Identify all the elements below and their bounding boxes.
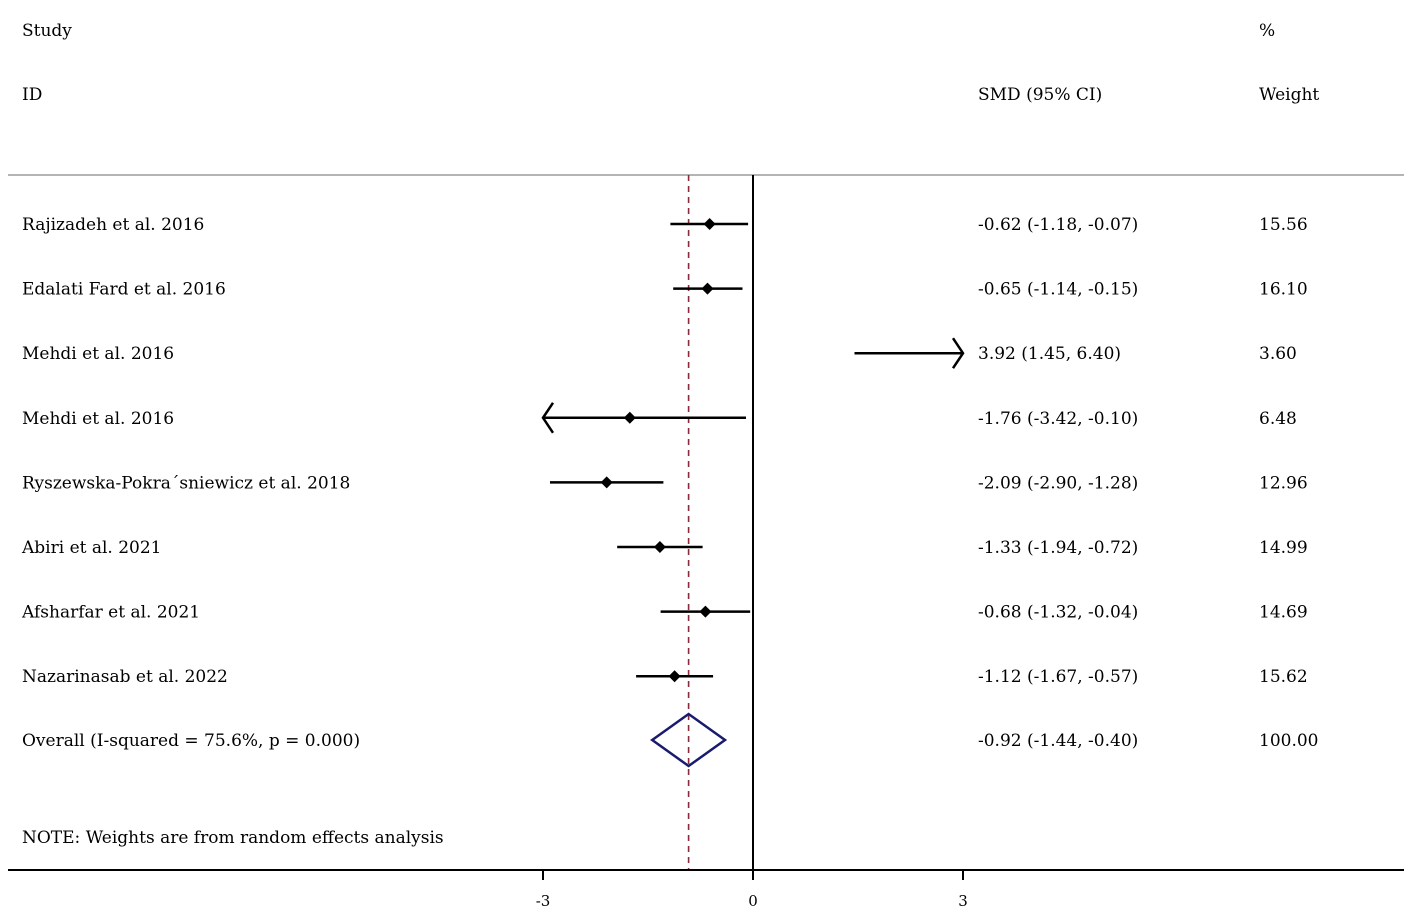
point-estimate — [668, 670, 681, 683]
study-label: Afsharfar et al. 2021 — [21, 603, 200, 623]
study-label: Edalati Fard et al. 2016 — [22, 280, 226, 300]
study-row: Mehdi et al. 2016 3.92 (1.45, 6.40) 3.60 — [22, 337, 1297, 369]
header-weight: Weight — [1259, 85, 1319, 105]
overall-diamond — [650, 712, 728, 768]
ci-text: -1.76 (-3.42, -0.10) — [978, 409, 1138, 429]
study-row: Nazarinasab et al. 2022 -1.12 (-1.67, -0.… — [22, 667, 1308, 687]
point-estimate — [653, 541, 666, 553]
x-tick-label: -3 — [536, 892, 551, 910]
header-smd: SMD (95% CI) — [978, 85, 1102, 105]
weight-text: 14.99 — [1259, 538, 1308, 558]
point-estimate — [623, 411, 636, 424]
study-label: Nazarinasab et al. 2022 — [22, 667, 228, 687]
point-estimate — [703, 218, 716, 230]
weight-text: 15.62 — [1259, 667, 1308, 687]
overall-weight-text: 100.00 — [1259, 731, 1318, 751]
ci-text: 3.92 (1.45, 6.40) — [978, 344, 1121, 364]
ci-arrow-left — [541, 402, 555, 434]
study-row: Edalati Fard et al. 2016 -0.65 (-1.14, -0… — [22, 280, 1308, 300]
weight-text: 12.96 — [1259, 473, 1308, 493]
weight-text: 15.56 — [1259, 215, 1308, 235]
study-row: Afsharfar et al. 2021 -0.68 (-1.32, -0.04… — [21, 603, 1308, 623]
ci-text: -0.65 (-1.14, -0.15) — [978, 280, 1138, 300]
weight-text: 3.60 — [1259, 344, 1297, 364]
ci-arrow-right — [951, 337, 965, 369]
study-label: Ryszewska-Pokra´sniewicz et al. 2018 — [22, 473, 350, 493]
weight-text: 6.48 — [1259, 409, 1297, 429]
x-tick-label: 3 — [958, 892, 968, 910]
study-row: Ryszewska-Pokra´sniewicz et al. 2018 -2.0… — [22, 473, 1308, 493]
study-label: Mehdi et al. 2016 — [22, 344, 174, 364]
header-percent: % — [1259, 21, 1275, 41]
point-estimate — [699, 605, 712, 618]
x-tick-label: 0 — [748, 892, 758, 910]
study-row: Rajizadeh et al. 2016 -0.62 (-1.18, -0.07… — [22, 215, 1308, 235]
study-row: Abiri et al. 2021 -1.33 (-1.94, -0.72) 14.… — [21, 538, 1308, 558]
study-label: Mehdi et al. 2016 — [22, 409, 174, 429]
x-axis-ticks: -3 0 3 — [536, 870, 968, 910]
point-estimate — [701, 282, 714, 295]
header-id: ID — [22, 85, 42, 105]
study-row: Mehdi et al. 2016 -1.76 (-3.42, -0.10) 6.4… — [22, 402, 1297, 434]
point-estimate — [600, 476, 613, 489]
overall-label: Overall (I-squared = 75.6%, p = 0.000) — [22, 731, 360, 751]
header-study: Study — [22, 21, 72, 41]
ci-text: -0.62 (-1.18, -0.07) — [978, 215, 1138, 235]
ci-text: -1.12 (-1.67, -0.57) — [978, 667, 1138, 687]
ci-text: -1.33 (-1.94, -0.72) — [978, 538, 1138, 558]
weight-text: 14.69 — [1259, 603, 1308, 623]
weight-text: 16.10 — [1259, 280, 1308, 300]
overall-ci-text: -0.92 (-1.44, -0.40) — [978, 731, 1138, 751]
ci-text: -2.09 (-2.90, -1.28) — [978, 473, 1138, 493]
weights-note: NOTE: Weights are from random effects an… — [22, 828, 444, 848]
study-label: Abiri et al. 2021 — [21, 538, 162, 558]
ci-text: -0.68 (-1.32, -0.04) — [978, 603, 1138, 623]
study-label: Rajizadeh et al. 2016 — [22, 215, 204, 235]
study-rows: Rajizadeh et al. 2016 -0.62 (-1.18, -0.07… — [21, 215, 1308, 687]
